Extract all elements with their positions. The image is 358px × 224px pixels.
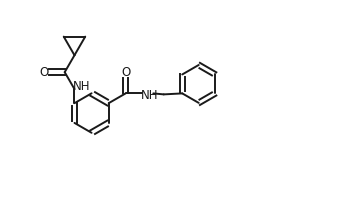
Text: O: O — [121, 67, 130, 80]
Text: NH: NH — [73, 80, 90, 93]
Text: O: O — [39, 66, 48, 79]
Text: NH: NH — [141, 88, 159, 101]
